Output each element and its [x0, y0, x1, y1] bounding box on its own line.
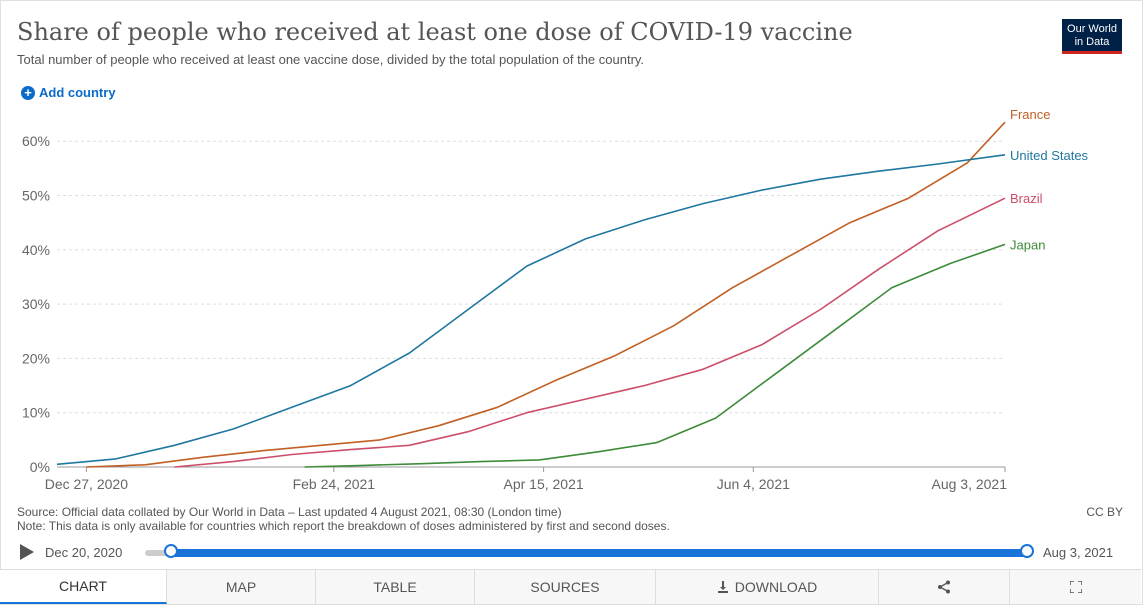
- tab-sources-label: SOURCES: [530, 579, 600, 595]
- series-label[interactable]: Japan: [1010, 237, 1045, 252]
- add-country-button[interactable]: + Add country: [21, 85, 116, 100]
- y-tick-label: 30%: [22, 296, 50, 312]
- y-tick-label: 20%: [22, 350, 50, 366]
- series-label[interactable]: Brazil: [1010, 191, 1043, 206]
- timeline-end-label: Aug 3, 2021: [1043, 545, 1114, 560]
- share-button[interactable]: [879, 570, 1010, 604]
- tab-download[interactable]: DOWNLOAD: [656, 570, 879, 604]
- x-tick-label: Dec 27, 2020: [45, 476, 128, 492]
- timeline-selected-range[interactable]: [171, 549, 1027, 557]
- timeline-start-handle[interactable]: [164, 544, 178, 558]
- x-tick-label: Feb 24, 2021: [293, 476, 376, 492]
- line-chart: 0% 10% 20% 30% 40% 50% 60% Dec 27, 2020 Feb 24,…: [22, 110, 1089, 492]
- series-label[interactable]: United States: [1010, 148, 1089, 163]
- series-line-united-states[interactable]: [56, 154, 1006, 466]
- logo-line-2: in Data: [1074, 36, 1110, 48]
- source-note: Source: Official data collated by Our Wo…: [17, 505, 562, 519]
- timeline-start-label: Dec 20, 2020: [45, 545, 123, 560]
- y-tick-label: 0%: [30, 459, 50, 475]
- logo-line-1: Our World: [1067, 23, 1117, 35]
- add-country-label: Add country: [39, 85, 116, 100]
- tab-table-label: TABLE: [373, 579, 417, 595]
- tab-chart[interactable]: CHART: [0, 570, 167, 604]
- y-tick-label: 60%: [22, 133, 50, 149]
- chart-title: Share of people who received at least on…: [17, 18, 853, 46]
- plus-circle-icon: +: [21, 85, 35, 100]
- x-tick-label: Jun 4, 2021: [717, 476, 790, 492]
- owid-logo[interactable]: Our World in Data: [1062, 19, 1122, 54]
- share-icon: [938, 580, 950, 594]
- fullscreen-button[interactable]: [1010, 570, 1141, 604]
- tab-chart-label: CHART: [59, 578, 107, 594]
- y-tick-label: 40%: [22, 242, 50, 258]
- series-line-japan[interactable]: [304, 243, 1006, 468]
- x-tick-label: Apr 15, 2021: [503, 476, 583, 492]
- y-tick-label: 10%: [22, 405, 50, 421]
- timeline-end-handle[interactable]: [1020, 544, 1034, 558]
- series-line-brazil[interactable]: [174, 197, 1006, 468]
- fullscreen-icon: [1069, 581, 1082, 593]
- series-line-france[interactable]: [86, 121, 1006, 468]
- y-tick-label: 50%: [22, 188, 50, 204]
- tab-download-label: DOWNLOAD: [734, 579, 818, 595]
- play-icon[interactable]: [20, 544, 34, 560]
- tab-map[interactable]: MAP: [167, 570, 316, 604]
- tab-map-label: MAP: [225, 579, 257, 595]
- license-link[interactable]: CC BY: [1086, 505, 1123, 519]
- download-icon: [717, 581, 728, 593]
- chart-subtitle: Total number of people who received at l…: [17, 52, 645, 67]
- tab-sources[interactable]: SOURCES: [475, 570, 656, 604]
- tab-bar: CHART MAP TABLE SOURCES DOWNLOAD: [0, 569, 1141, 604]
- tab-table[interactable]: TABLE: [316, 570, 475, 604]
- timeline: Dec 20, 2020 Aug 3, 2021: [0, 540, 1143, 566]
- x-tick-label: Aug 3, 2021: [931, 476, 1007, 492]
- data-note: Note: This data is only available for co…: [17, 519, 670, 533]
- series-label[interactable]: France: [1010, 110, 1050, 122]
